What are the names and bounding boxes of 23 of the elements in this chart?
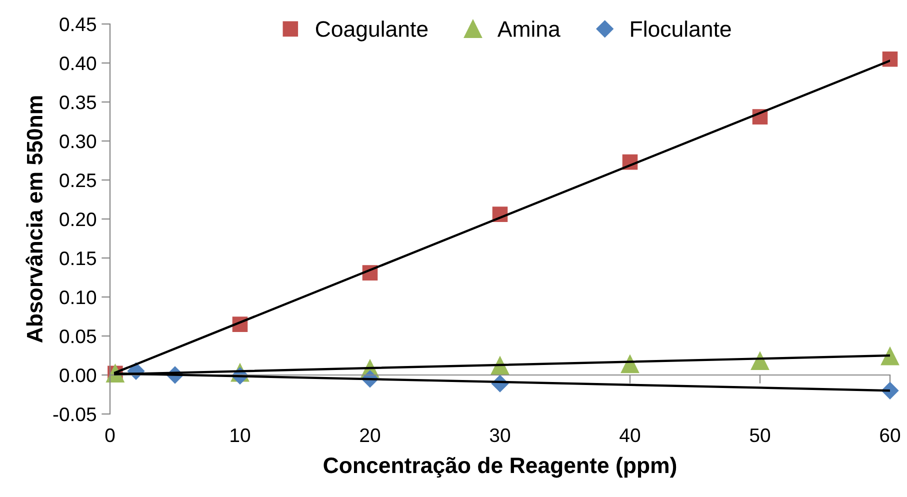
x-tick-label: 30 xyxy=(490,428,510,442)
legend-label: Amina xyxy=(497,20,560,37)
y-tick-label: -0.05 xyxy=(53,407,96,422)
legend-label: Coagulante xyxy=(316,20,428,42)
y-tick-label: 0.10 xyxy=(60,290,96,304)
y-axis-title: Absorvância em 550nm xyxy=(26,96,43,343)
legend-label: Floculante xyxy=(631,20,731,37)
x-tick-label: 50 xyxy=(750,428,770,442)
y-tick-label: 0.35 xyxy=(60,95,96,110)
x-tick-label: 0 xyxy=(105,428,115,442)
y-tick-label: 0.45 xyxy=(60,17,96,32)
x-tick-label: 60 xyxy=(880,428,900,442)
x-tick-label: 20 xyxy=(360,428,380,442)
y-tick-label: 0.15 xyxy=(60,251,96,266)
y-tick-label: 0.20 xyxy=(60,212,96,226)
x-axis-title: Concentração de Reagente (ppm) xyxy=(324,456,676,478)
x-tick-label: 10 xyxy=(230,428,250,442)
x-tick-label: 40 xyxy=(620,428,640,442)
y-tick-label: 0.30 xyxy=(60,134,96,148)
y-tick-label: 0.05 xyxy=(60,329,96,344)
y-tick-label: 0.25 xyxy=(60,173,96,188)
y-tick-label: 0.40 xyxy=(60,56,96,70)
y-tick-label: 0.00 xyxy=(60,368,96,382)
